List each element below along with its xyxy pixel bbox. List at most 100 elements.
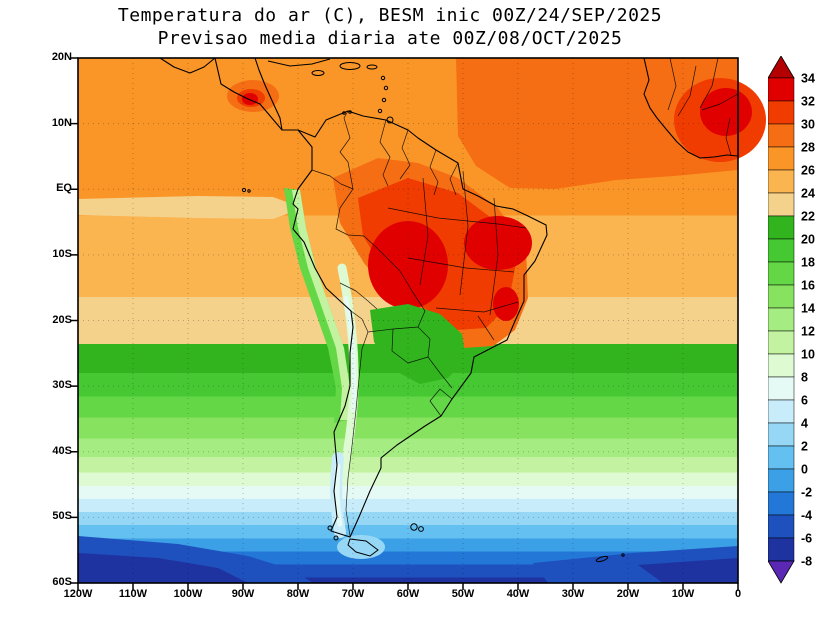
brazil-state-borders [387, 170, 527, 341]
colorbar-level-label: -8 [801, 555, 812, 569]
title-block: Temperatura do ar (C), BESM inic 00Z/24/… [0, 4, 780, 50]
falkland-island [410, 523, 418, 531]
temp-hot-core [464, 216, 532, 270]
colorbar-band [767, 376, 795, 401]
colorbar-level-label: 20 [801, 233, 815, 247]
colorbar-level-label: 18 [801, 256, 815, 270]
temp-shade-region [370, 304, 466, 384]
andes-cold-strip [344, 296, 357, 412]
curacao-island [348, 110, 352, 114]
lon-tick-label: 100W [173, 588, 203, 600]
axis-ticks [71, 57, 739, 590]
lon-tick-label: 10W [671, 588, 695, 600]
south-america-coastline [292, 110, 548, 538]
colorbar-level-label: 2 [801, 440, 808, 454]
central-america-coastline [159, 57, 299, 131]
lat-tick-label: 50S [52, 510, 72, 523]
colorbar-level-label: 12 [801, 325, 815, 339]
colorbar-band [767, 445, 795, 470]
colorbar-level-label: 22 [801, 210, 815, 224]
lon-tick-label: 110W [118, 588, 148, 600]
country-borders [311, 110, 459, 537]
colorbar-level-label: 24 [801, 187, 815, 201]
lat-tick-label: EQ [56, 182, 72, 195]
colorbar-band [767, 123, 795, 148]
temp-shade-region [456, 58, 738, 189]
curacao-island [342, 111, 346, 115]
cuba-coastline [267, 58, 331, 67]
map-subtitle: Previsao media diaria ate 00Z/08/OCT/202… [157, 28, 623, 49]
africa-coastline [643, 57, 739, 159]
lat-tick-label: 30S [52, 379, 72, 392]
temp-cold-region [78, 553, 248, 583]
hispaniola-island [339, 62, 361, 70]
temp-shade-region [337, 535, 385, 559]
tierra-del-fuego-island [347, 538, 379, 557]
colorbar-arrow-top [767, 55, 795, 79]
colorbar-level-label: 16 [801, 279, 815, 293]
colorbar-level-label: 26 [801, 164, 815, 178]
colorbar-band [767, 261, 795, 286]
colorbar: 34 32 30 28 26 24 22 20 18 16 14 12 10 8 6 4 2 0 -2 -4 -6 -8 [767, 55, 825, 584]
colorbar-level-label: 34 [801, 72, 815, 86]
lat-tick-label: 10S [52, 247, 72, 260]
colorbar-level-label: 28 [801, 141, 815, 155]
colorbar-band [767, 100, 795, 125]
colorbar-level-label: 30 [801, 118, 815, 132]
colorbar-band [767, 192, 795, 217]
colorbar-band [767, 77, 795, 102]
antilles-island [380, 75, 386, 81]
colorbar-level-label: 8 [801, 371, 808, 385]
colorbar-level-label: -6 [801, 532, 812, 546]
colorbar-level-label: -2 [801, 486, 812, 500]
falkland-island [418, 526, 424, 532]
antilles-island [383, 85, 389, 91]
colorbar-band [767, 399, 795, 424]
colorbar-level-label: 32 [801, 95, 815, 109]
colorbar-level-label: 10 [801, 348, 815, 362]
chilean-fjord-island [333, 535, 339, 541]
chilean-fjord-island [327, 525, 333, 531]
colorbar-band [767, 307, 795, 332]
temp-cool-strip [284, 188, 350, 423]
temp-hot-core [493, 287, 519, 321]
colorbar-band [767, 491, 795, 516]
lon-tick-label: 120W [63, 588, 93, 600]
colorbar-band [767, 353, 795, 378]
lon-tick-label: 90W [231, 588, 255, 600]
grid-lines [78, 58, 738, 583]
lat-tick-label: 60S [52, 576, 72, 588]
antilles-island [381, 97, 387, 103]
temperature-map [71, 57, 766, 590]
colorbar-band [767, 238, 795, 263]
puerto-rico-island [366, 64, 378, 70]
colorbar-band [767, 468, 795, 493]
lon-tick-label: 0 [734, 588, 742, 600]
plot-frame [77, 57, 739, 584]
colorbar-band [767, 146, 795, 171]
colorbar-band [767, 284, 795, 309]
lat-tick-label: 20N [51, 51, 72, 63]
colorbar-level-label: 14 [801, 302, 815, 316]
galapagos-island [241, 187, 247, 193]
south-georgia-island [621, 553, 625, 557]
lon-tick-label: 80W [286, 588, 310, 600]
temperature-field [78, 58, 766, 583]
lat-tick-label: 40S [52, 444, 72, 457]
colorbar-level-label: 4 [801, 417, 808, 431]
lon-tick-label: 30W [561, 588, 585, 600]
colorbar-level-label: -4 [801, 509, 812, 523]
lat-tick-label: 10N [51, 116, 72, 129]
galapagos-island [247, 189, 251, 193]
lon-tick-label: 50W [451, 588, 475, 600]
africa-borders [667, 57, 739, 156]
lon-tick-label: 40W [506, 588, 530, 600]
patagonia-cool-strip [334, 463, 343, 527]
jamaica-island [311, 70, 325, 76]
colorbar-band [767, 537, 795, 562]
coastlines [159, 57, 739, 563]
map-area: 20N 10N EQ 10S 20S 30S 40S 50S 60S 120W 110W 100W 9… [52, 51, 766, 600]
colorbar-band [767, 169, 795, 194]
temp-hot-core [700, 88, 752, 136]
